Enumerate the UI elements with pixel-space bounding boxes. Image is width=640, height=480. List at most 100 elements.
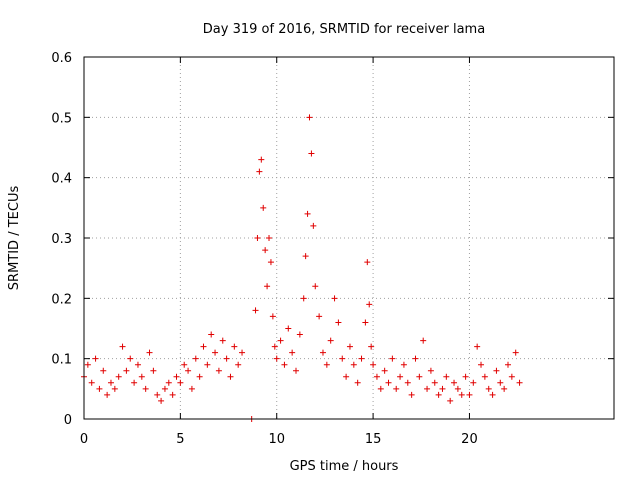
chart-title: Day 319 of 2016, SRMTID for receiver lam…: [203, 22, 485, 37]
data-point: [420, 337, 427, 344]
data-point: [260, 204, 267, 211]
data-point: [84, 361, 91, 368]
data-point: [346, 343, 353, 350]
data-point: [335, 319, 342, 326]
x-tick-labels: 0 5 10 15 20: [80, 432, 478, 447]
data-point: [427, 367, 434, 374]
data-point: [127, 355, 134, 362]
data-point: [393, 385, 400, 392]
data-point: [266, 235, 273, 241]
data-point: [343, 373, 350, 380]
data-point: [512, 349, 519, 356]
x-tick-label: 10: [268, 432, 285, 447]
data-point: [271, 343, 278, 350]
data-point: [397, 373, 404, 380]
y-tick-label: 0.1: [51, 353, 72, 368]
data-point: [154, 391, 161, 398]
data-point: [115, 373, 122, 380]
data-point: [408, 391, 415, 398]
data-point: [424, 385, 431, 392]
data-point: [354, 379, 361, 386]
axis-ticks: [83, 56, 614, 420]
data-point: [370, 361, 377, 368]
data-point: [262, 247, 269, 254]
data-point: [416, 373, 423, 380]
data-point: [177, 379, 184, 386]
data-point: [219, 337, 226, 344]
data-point: [439, 385, 446, 392]
data-point: [304, 210, 311, 217]
data-point: [485, 385, 492, 392]
data-point: [134, 361, 141, 368]
data-point: [142, 385, 149, 392]
data-point: [192, 355, 199, 362]
data-point: [501, 385, 508, 392]
data-point: [252, 307, 259, 314]
data-point: [123, 367, 130, 374]
data-point: [158, 397, 165, 404]
data-point: [400, 361, 407, 368]
data-point: [316, 313, 323, 320]
data-point: [481, 373, 488, 380]
data-point: [312, 283, 319, 290]
data-point: [385, 379, 392, 386]
x-tick-label: 0: [80, 432, 88, 447]
data-point: [306, 114, 313, 121]
x-tick-label: 15: [365, 432, 382, 447]
data-point: [331, 295, 338, 302]
data-point: [264, 283, 271, 290]
y-tick-label: 0.2: [51, 292, 72, 307]
data-point: [223, 355, 230, 362]
data-point: [447, 397, 454, 404]
data-point: [497, 379, 504, 386]
data-point: [293, 367, 299, 374]
data-point: [364, 259, 371, 266]
data-point: [204, 361, 211, 368]
data-point: [188, 385, 195, 392]
data-point: [435, 391, 442, 398]
data-point: [146, 349, 153, 356]
data-point: [466, 391, 473, 398]
data-point: [92, 355, 99, 362]
data-point: [104, 391, 111, 398]
data-point: [373, 373, 380, 380]
data-point: [493, 367, 500, 374]
data-point: [239, 349, 246, 356]
data-point: [256, 168, 263, 175]
data-point: [431, 379, 438, 386]
data-point: [215, 367, 222, 374]
data-point: [362, 319, 369, 326]
data-point: [470, 379, 477, 386]
data-point: [165, 379, 172, 386]
x-tick-label: 5: [176, 432, 184, 447]
data-point: [489, 391, 496, 398]
grid-lines: [84, 57, 614, 419]
data-point: [310, 222, 317, 229]
data-point: [131, 379, 138, 386]
y-tick-labels: 0 0.1 0.2 0.3 0.4 0.5 0.6: [51, 51, 72, 428]
data-point: [254, 235, 261, 241]
data-point: [212, 349, 219, 356]
data-point: [404, 379, 411, 386]
data-point: [308, 150, 315, 157]
data-point: [227, 373, 234, 380]
data-point: [381, 367, 388, 374]
data-point: [269, 313, 276, 320]
data-point: [277, 337, 284, 344]
data-point: [181, 361, 188, 368]
data-point: [273, 355, 280, 362]
data-point: [169, 391, 176, 398]
data-point: [339, 355, 346, 362]
data-point: [138, 373, 145, 380]
y-tick-label: 0.3: [51, 232, 72, 247]
data-point: [119, 343, 126, 350]
data-point: [323, 361, 330, 368]
data-point: [516, 379, 523, 386]
data-point: [111, 385, 118, 392]
data-point: [327, 337, 334, 344]
data-point: [150, 367, 157, 374]
y-axis-label: SRMTID / TECUs: [7, 186, 22, 291]
data-point: [368, 343, 375, 350]
data-point: [412, 355, 419, 362]
data-point: [96, 385, 103, 392]
